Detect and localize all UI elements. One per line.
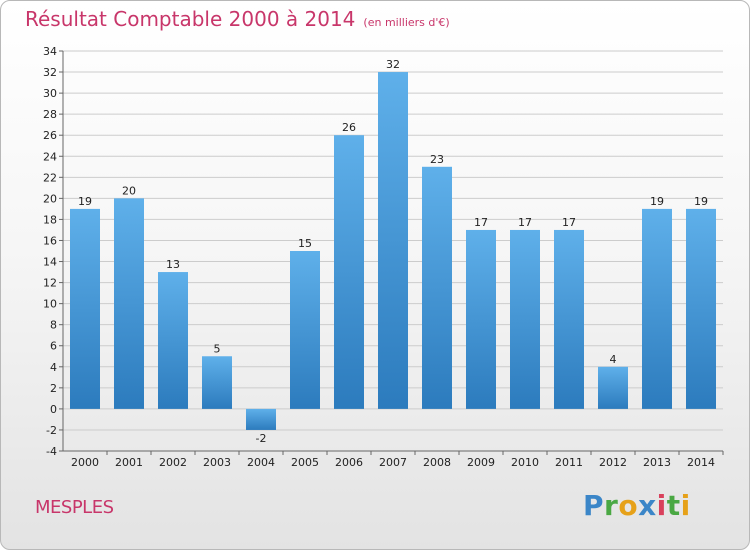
x-tick-label: 2002 <box>159 456 187 469</box>
x-tick-label: 2008 <box>423 456 451 469</box>
place-name: MESPLES <box>35 497 114 518</box>
title-text: Résultat Comptable 2000 à 2014 <box>25 7 356 31</box>
bar <box>246 408 276 430</box>
x-tick-label: 2007 <box>379 456 407 469</box>
data-label: 19 <box>694 195 708 208</box>
y-tick-label: 6 <box>50 340 57 353</box>
y-tick-label: 28 <box>43 108 57 121</box>
x-tick-label: 2010 <box>511 456 539 469</box>
logo-letter: i <box>680 489 691 522</box>
bar <box>378 72 408 409</box>
data-label: 17 <box>518 216 532 229</box>
data-label: 5 <box>214 342 221 355</box>
title-unit: (en milliers d'€) <box>363 16 450 29</box>
data-label: 13 <box>166 258 180 271</box>
y-tick-label: -4 <box>46 445 57 458</box>
data-label: 15 <box>298 237 312 250</box>
y-tick-label: 34 <box>43 45 57 58</box>
bar <box>422 166 452 409</box>
bar <box>642 208 672 409</box>
y-tick-label: 12 <box>43 277 57 290</box>
data-label: 19 <box>650 195 664 208</box>
logo-letter: x <box>638 489 657 522</box>
x-tick-label: 2006 <box>335 456 363 469</box>
data-label: 17 <box>474 216 488 229</box>
x-tick-label: 2014 <box>687 456 715 469</box>
y-tick-label: 14 <box>43 256 57 269</box>
logo-letter: o <box>618 489 639 522</box>
x-tick-label: 2004 <box>247 456 275 469</box>
data-label: 26 <box>342 121 356 134</box>
x-tick-label: 2005 <box>291 456 319 469</box>
logo-letter: r <box>604 489 619 522</box>
y-tick-label: 16 <box>43 234 57 247</box>
bar <box>70 208 100 409</box>
y-tick-label: 0 <box>50 403 57 416</box>
y-tick-label: 8 <box>50 319 57 332</box>
y-tick-label: 2 <box>50 382 57 395</box>
y-tick-label: 30 <box>43 87 57 100</box>
logo-letter: P <box>583 489 605 522</box>
y-tick-label: 26 <box>43 129 57 142</box>
x-tick-label: 2011 <box>555 456 583 469</box>
bar <box>554 229 584 409</box>
y-tick-label: 4 <box>50 361 57 374</box>
x-tick-label: 2013 <box>643 456 671 469</box>
bar <box>466 229 496 409</box>
bar <box>510 229 540 409</box>
data-label: 20 <box>122 184 136 197</box>
bar <box>202 356 232 409</box>
y-tick-label: -2 <box>46 424 57 437</box>
y-tick-label: 20 <box>43 192 57 205</box>
y-tick-label: 18 <box>43 213 57 226</box>
data-label: 23 <box>430 153 444 166</box>
data-label: 32 <box>386 58 400 71</box>
bar <box>290 251 320 409</box>
chart-title: Résultat Comptable 2000 à 2014 (en millie… <box>25 7 450 31</box>
x-tick-label: 2000 <box>71 456 99 469</box>
x-tick-label: 2003 <box>203 456 231 469</box>
bar <box>114 198 144 409</box>
logo-letter: i <box>656 489 667 522</box>
y-tick-label: 24 <box>43 150 57 163</box>
bar <box>598 366 628 409</box>
bar <box>686 208 716 409</box>
logo-letter: t <box>666 489 681 522</box>
y-tick-label: 22 <box>43 171 57 184</box>
bar <box>334 135 364 409</box>
y-tick-label: 32 <box>43 66 57 79</box>
data-label: 19 <box>78 195 92 208</box>
x-tick-label: 2012 <box>599 456 627 469</box>
data-label: 4 <box>610 353 617 366</box>
data-label: 17 <box>562 216 576 229</box>
data-label: -2 <box>256 432 267 445</box>
x-tick-label: 2009 <box>467 456 495 469</box>
y-tick-label: 10 <box>43 298 57 311</box>
bar <box>158 272 188 409</box>
proxiti-logo: Proxiti <box>583 489 691 522</box>
x-tick-label: 2001 <box>115 456 143 469</box>
